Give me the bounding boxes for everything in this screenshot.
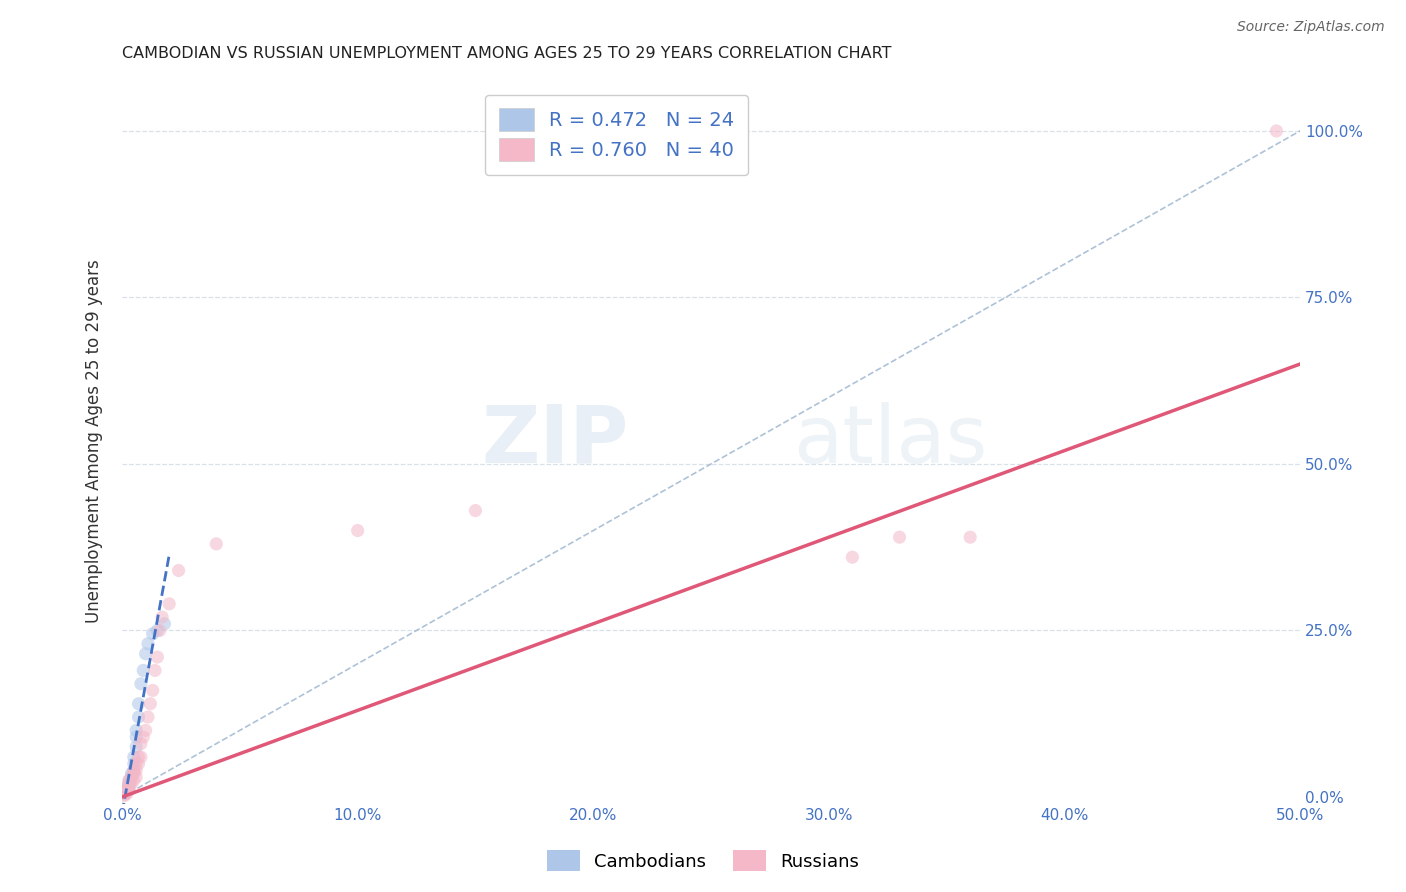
Point: [132, 730, 155, 744]
Point: [121, 770, 143, 784]
Point: [1265, 124, 1288, 138]
Point: [112, 786, 135, 800]
Point: [129, 737, 152, 751]
Y-axis label: Unemployment Among Ages 25 to 29 years: Unemployment Among Ages 25 to 29 years: [86, 259, 103, 623]
Point: [118, 777, 141, 791]
Point: [115, 780, 138, 794]
Point: [115, 783, 138, 797]
Point: [142, 683, 165, 698]
Point: [121, 766, 143, 780]
Point: [122, 750, 145, 764]
Point: [112, 787, 135, 801]
Point: [841, 550, 863, 565]
Point: [135, 723, 157, 738]
Text: CAMBODIAN VS RUSSIAN UNEMPLOYMENT AMONG AGES 25 TO 29 YEARS CORRELATION CHART: CAMBODIAN VS RUSSIAN UNEMPLOYMENT AMONG …: [122, 46, 891, 62]
Text: atlas: atlas: [793, 401, 988, 480]
Text: Source: ZipAtlas.com: Source: ZipAtlas.com: [1237, 20, 1385, 34]
Point: [129, 750, 152, 764]
Point: [122, 773, 145, 788]
Point: [118, 778, 141, 792]
Point: [122, 764, 145, 778]
Point: [128, 756, 150, 771]
Point: [125, 764, 148, 778]
Point: [125, 723, 148, 738]
Point: [125, 730, 148, 744]
Point: [132, 664, 155, 678]
Point: [121, 770, 143, 784]
Point: [122, 756, 145, 771]
Point: [136, 637, 159, 651]
Point: [135, 647, 157, 661]
Point: [346, 524, 368, 538]
Point: [125, 770, 148, 784]
Point: [118, 773, 141, 788]
Text: ZIP: ZIP: [481, 401, 628, 480]
Point: [889, 530, 911, 544]
Point: [118, 773, 141, 788]
Point: [125, 739, 148, 754]
Point: [128, 750, 150, 764]
Point: [959, 530, 981, 544]
Point: [122, 766, 145, 780]
Point: [125, 756, 148, 771]
Point: [115, 787, 138, 801]
Point: [112, 789, 135, 803]
Point: [129, 677, 152, 691]
Point: [115, 784, 138, 798]
Point: [167, 564, 190, 578]
Point: [115, 783, 138, 797]
Point: [118, 783, 141, 797]
Point: [121, 777, 143, 791]
Point: [112, 787, 135, 801]
Point: [122, 764, 145, 778]
Legend: R = 0.472   N = 24, R = 0.760   N = 40: R = 0.472 N = 24, R = 0.760 N = 40: [485, 95, 748, 175]
Point: [136, 710, 159, 724]
Point: [205, 537, 228, 551]
Point: [142, 627, 165, 641]
Point: [149, 624, 172, 638]
Point: [157, 597, 180, 611]
Point: [146, 650, 169, 665]
Point: [139, 697, 162, 711]
Point: [128, 697, 150, 711]
Point: [128, 710, 150, 724]
Point: [118, 780, 141, 794]
Legend: Cambodians, Russians: Cambodians, Russians: [540, 843, 866, 879]
Point: [150, 610, 173, 624]
Point: [153, 616, 176, 631]
Point: [112, 784, 135, 798]
Point: [118, 777, 141, 791]
Point: [464, 503, 486, 517]
Point: [146, 624, 169, 638]
Point: [143, 664, 166, 678]
